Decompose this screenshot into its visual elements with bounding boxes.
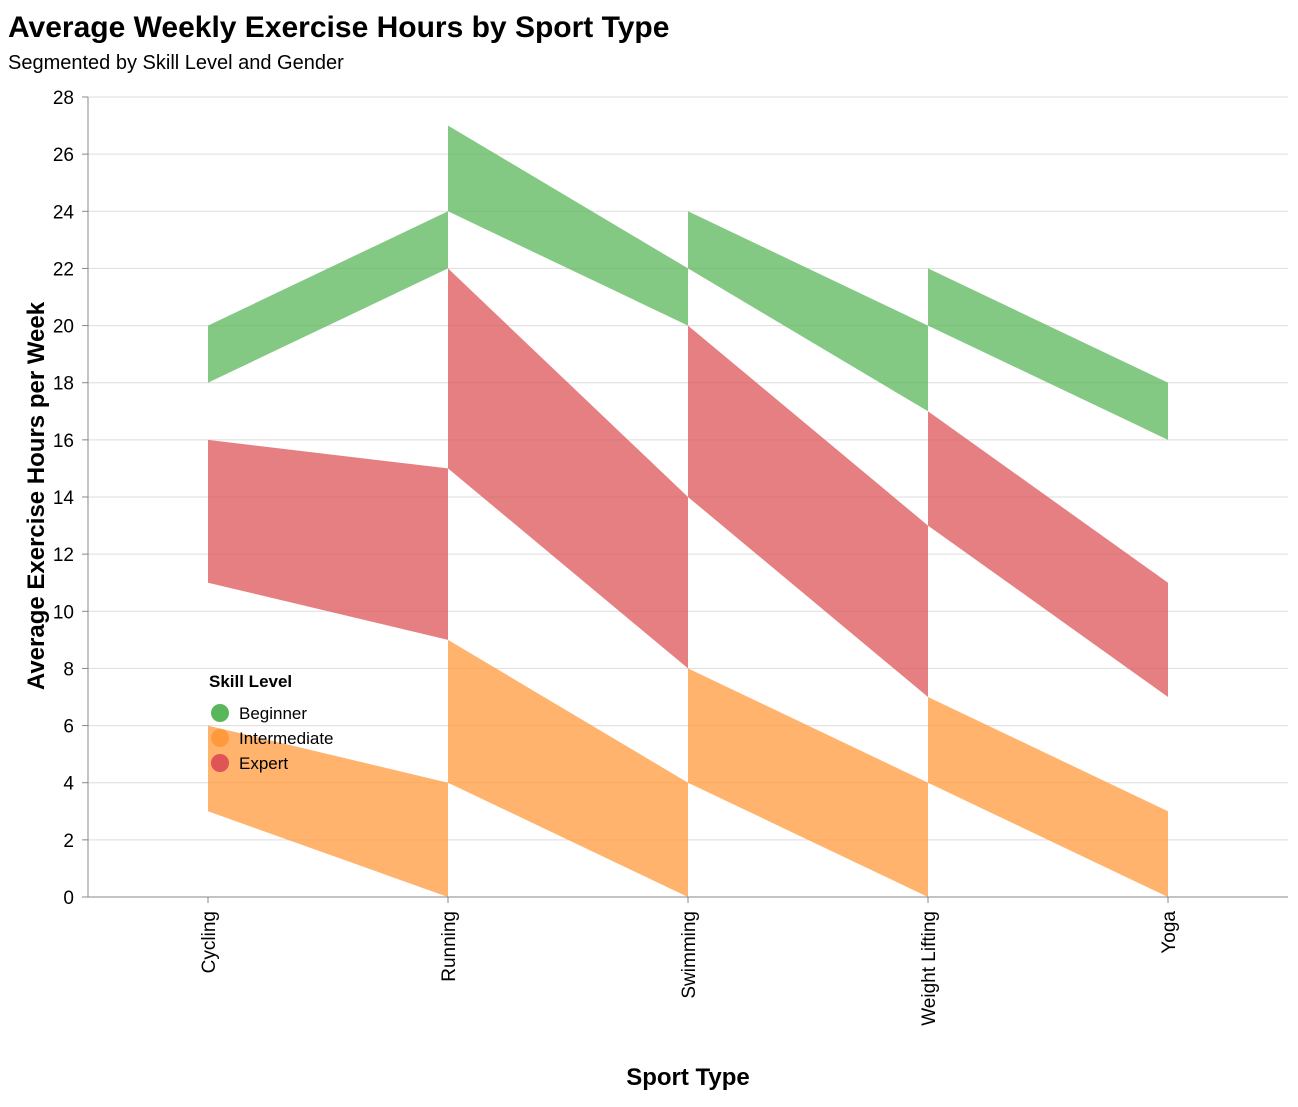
x-tick-label: Cycling [199,911,220,973]
y-tick-label: 12 [53,545,74,566]
legend-swatch-intermediate [211,729,229,747]
y-tick-label: 26 [53,145,74,166]
area-segment-expert [448,268,688,669]
y-tick-label: 10 [53,602,74,623]
legend-label-beginner: Beginner [239,704,307,723]
x-axis-title: Sport Type [626,1064,750,1091]
y-axis-title: Average Exercise Hours per Week [23,301,50,690]
y-tick-label: 18 [53,374,74,395]
chart-title: Average Weekly Exercise Hours by Sport T… [8,11,669,44]
area-layer [208,125,1168,897]
legend-label-intermediate: Intermediate [239,729,334,748]
y-tick-label: 6 [63,717,74,738]
legend-title: Skill Level [209,672,292,691]
x-tick-label: Yoga [1159,911,1180,954]
y-tick-label: 14 [53,488,75,509]
area-segment-intermediate [208,725,448,897]
x-tick-label: Running [439,911,460,982]
x-tick-label: Swimming [679,911,700,999]
area-segment-expert [688,325,928,697]
y-tick-label: 4 [63,774,74,795]
y-tick-label: 0 [63,888,74,909]
legend-swatch-beginner [211,704,229,722]
legend-swatch-expert [211,754,229,772]
area-segment-expert [928,411,1168,697]
area-segment-intermediate [688,668,928,897]
chart-subtitle: Segmented by Skill Level and Gender [8,52,344,74]
y-tick-label: 2 [63,831,74,852]
legend: Skill Level Beginner Intermediate Expert [209,672,334,773]
y-tick-label: 8 [63,659,74,680]
area-segment-intermediate [448,639,688,897]
y-tick-label: 24 [53,202,75,223]
y-tick-label: 28 [53,88,74,109]
y-tick-label: 16 [53,431,74,452]
area-segment-intermediate [928,697,1168,897]
area-segment-beginner [448,125,688,326]
area-segment-beginner [688,211,928,412]
y-tick-label: 22 [53,259,74,280]
legend-label-expert: Expert [239,754,288,773]
area-segment-beginner [208,211,448,383]
area-segment-beginner [928,268,1168,440]
area-segment-expert [208,439,448,640]
x-tick-label: Weight Lifting [919,911,940,1026]
y-tick-label: 20 [53,317,74,338]
